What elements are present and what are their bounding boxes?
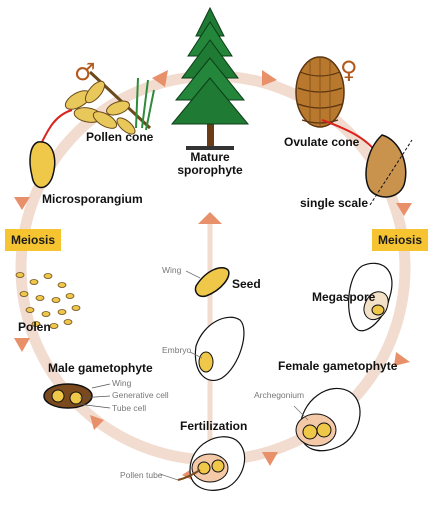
- meiosis-badge-left: Meiosis: [5, 229, 62, 251]
- ring-arrow-top-left: [152, 70, 168, 87]
- pollen-cone-branch-icon: [64, 70, 155, 135]
- megaspore-ovule-icon: [348, 262, 393, 332]
- female-symbol-icon: ♀: [340, 56, 358, 84]
- seed-wing-pointer: [185, 270, 201, 279]
- male-symbol-icon: ♂: [74, 58, 96, 86]
- ring-arrow-bottom-left: [90, 415, 104, 430]
- ring-arrow-bottom-right: [262, 452, 278, 466]
- label-mature-sporophyte: Mature sporophyte: [177, 150, 243, 177]
- ring-arrow-left-upper: [14, 197, 30, 210]
- label-embryo: Embryo: [162, 345, 192, 355]
- female-gametophyte-icon: [293, 387, 361, 452]
- label-archegonium: Archegonium: [254, 390, 305, 400]
- scale-dashed-line: [369, 139, 413, 206]
- label-female-gametophyte: Female gametophyte: [278, 359, 398, 373]
- label-single-scale: single scale: [300, 196, 369, 210]
- ring-arrow-right-upper: [396, 203, 412, 216]
- pollen-cone-connector: [41, 109, 73, 143]
- microsporangium-icon: [29, 141, 56, 189]
- label-microsporangium: Microsporangium: [42, 192, 143, 206]
- seed-icon: [194, 266, 230, 298]
- pine-tree-icon: [170, 6, 250, 150]
- male-gametophyte-icon: [43, 383, 111, 409]
- single-scale-icon: [365, 134, 407, 198]
- label-fertilization: Fertilization: [180, 419, 248, 433]
- meiosis-badge-right: Meiosis: [372, 229, 429, 251]
- label-tube-cell: Tube cell: [112, 403, 147, 413]
- label-megaspore: Megaspore: [312, 290, 376, 304]
- embryo-ovule-icon: [189, 316, 245, 382]
- label-pollen-tube: Pollen tube: [120, 470, 163, 480]
- ovulate-cone-icon: [295, 56, 345, 128]
- label-ovulate-cone: Ovulate cone: [284, 135, 360, 149]
- fertilization-icon: [159, 436, 246, 491]
- label-pollen-wing: Wing: [112, 378, 132, 388]
- label-pollen-cone: Pollen cone: [86, 130, 154, 144]
- center-arrow-head: [198, 212, 222, 224]
- ring-arrow-right-lower: [394, 352, 410, 366]
- label-generative-cell: Generative cell: [112, 390, 169, 400]
- label-polen: Polen: [18, 320, 51, 334]
- label-seed-wing: Wing: [162, 265, 182, 275]
- ring-arrow-top-right: [262, 70, 277, 86]
- label-male-gametophyte: Male gametophyte: [48, 361, 153, 375]
- ring-arrow-left-lower: [14, 338, 30, 352]
- label-seed: Seed: [232, 277, 261, 291]
- pollen-grains-icon: [15, 272, 81, 329]
